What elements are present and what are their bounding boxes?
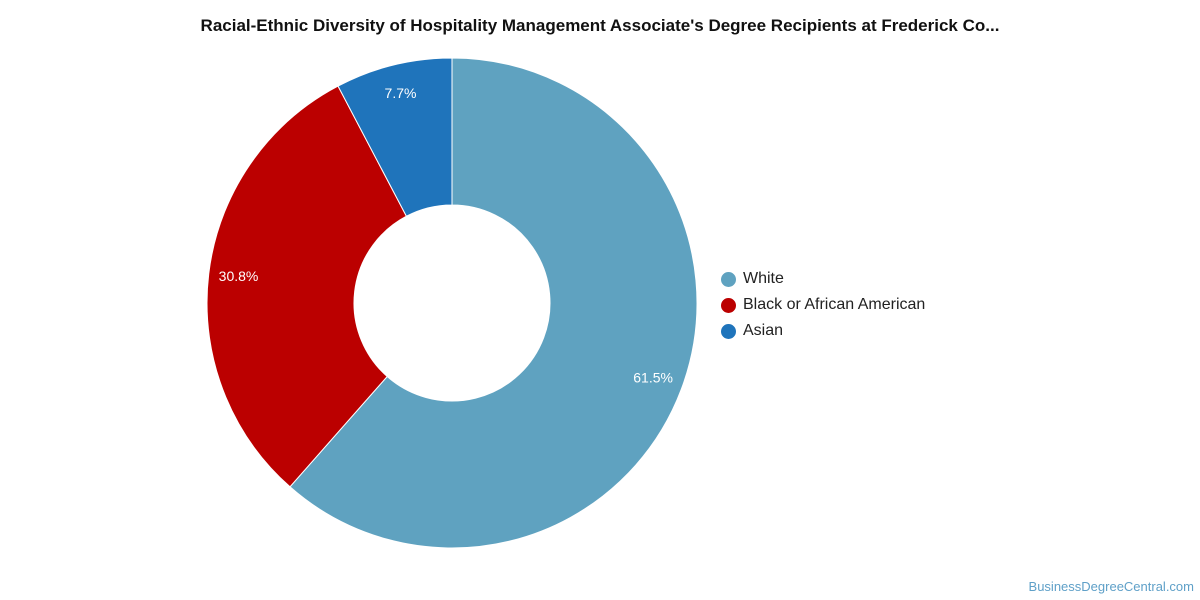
slice-white[interactable] (289, 57, 698, 549)
donut-slices (206, 57, 698, 549)
slice-asian[interactable] (337, 57, 453, 217)
legend-item-black-or-african-american[interactable]: Black or African American (721, 292, 925, 318)
slice-labels: 61.5% 30.8% 7.7% (219, 85, 673, 386)
legend-item-white[interactable]: White (721, 266, 925, 292)
legend-label-asian: Asian (743, 322, 784, 339)
chart-title: Racial-Ethnic Diversity of Hospitality M… (200, 16, 1000, 35)
legend-label-black-or-african-american: Black or African American (743, 296, 926, 313)
slice-label-white: 61.5% (633, 370, 673, 386)
slice-label-asian: 7.7% (385, 85, 417, 101)
slice-label-black-or-african-american: 30.8% (219, 268, 259, 284)
legend-label-white: White (743, 270, 784, 287)
legend-swatch-white (721, 271, 736, 287)
legend-swatch-asian (721, 323, 736, 339)
site-watermark[interactable]: BusinessDegreeCentral.com (1028, 579, 1194, 594)
chart-legend: White Black or African American Asian (721, 266, 925, 344)
legend-item-asian[interactable]: Asian (721, 318, 925, 344)
slice-black-or-african-american[interactable] (206, 85, 408, 488)
legend-swatch-black-or-african-american (721, 297, 736, 313)
